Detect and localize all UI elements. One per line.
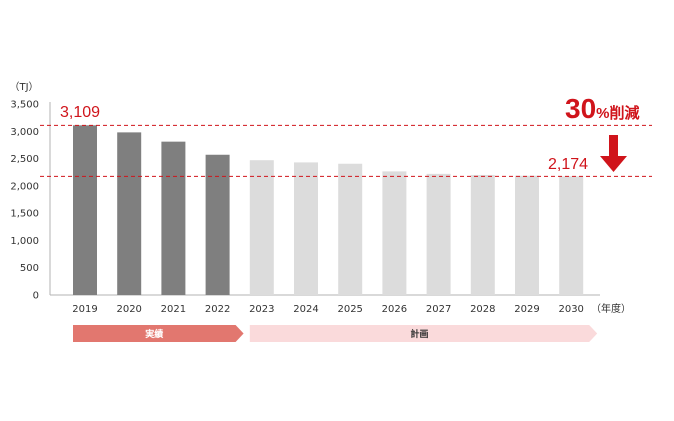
- y-tick-label: 500: [20, 263, 39, 274]
- bar-2030: [559, 176, 584, 295]
- bar-2019: [73, 125, 97, 295]
- phase-band-label: 実績: [145, 328, 163, 340]
- y-tick-label: 3,500: [10, 100, 39, 111]
- bar-2029: [515, 175, 539, 295]
- bar-2020: [117, 132, 142, 295]
- y-axis-unit-label: （TJ）: [9, 81, 38, 93]
- x-tick-label: 2030: [558, 304, 583, 315]
- down-arrow-icon-head: [600, 156, 627, 172]
- bar-2027: [426, 173, 451, 295]
- x-tick-label: 2025: [337, 304, 362, 315]
- x-tick-label: 2023: [249, 304, 274, 315]
- y-tick-label: 1,500: [10, 209, 39, 220]
- bar-2026: [382, 171, 407, 295]
- bar-2024: [294, 162, 318, 295]
- bar-2028: [470, 174, 495, 295]
- y-tick-label: 1,000: [10, 236, 39, 247]
- x-tick-label: 2029: [514, 304, 539, 315]
- reduction-annotation: 30%削減: [565, 93, 640, 124]
- x-axis-unit-label: （年度）: [591, 302, 631, 315]
- x-tick-label: 2022: [205, 304, 230, 315]
- x-tick-label: 2024: [293, 304, 318, 315]
- bar-2022: [205, 154, 230, 295]
- bar-2023: [249, 160, 274, 295]
- x-tick-label: 2020: [116, 304, 141, 315]
- phase-band-1: [249, 325, 598, 342]
- phase-band-label: 計画: [410, 328, 428, 340]
- y-tick-label: 2,500: [10, 154, 39, 165]
- reference-label-end: 2,174: [548, 156, 588, 173]
- reference-label-start: 3,109: [60, 104, 100, 121]
- down-arrow-icon-shaft: [609, 135, 618, 157]
- y-tick-label: 0: [33, 291, 39, 302]
- x-tick-label: 2026: [382, 304, 407, 315]
- x-tick-label: 2021: [161, 304, 186, 315]
- y-tick-label: 3,000: [10, 127, 39, 138]
- x-tick-label: 2027: [426, 304, 451, 315]
- bar-2021: [161, 141, 186, 295]
- phase-band-0: [73, 325, 244, 342]
- bar-2025: [338, 163, 363, 295]
- x-tick-label: 2028: [470, 304, 495, 315]
- y-tick-label: 2,000: [10, 181, 39, 192]
- x-tick-label: 2019: [72, 304, 97, 315]
